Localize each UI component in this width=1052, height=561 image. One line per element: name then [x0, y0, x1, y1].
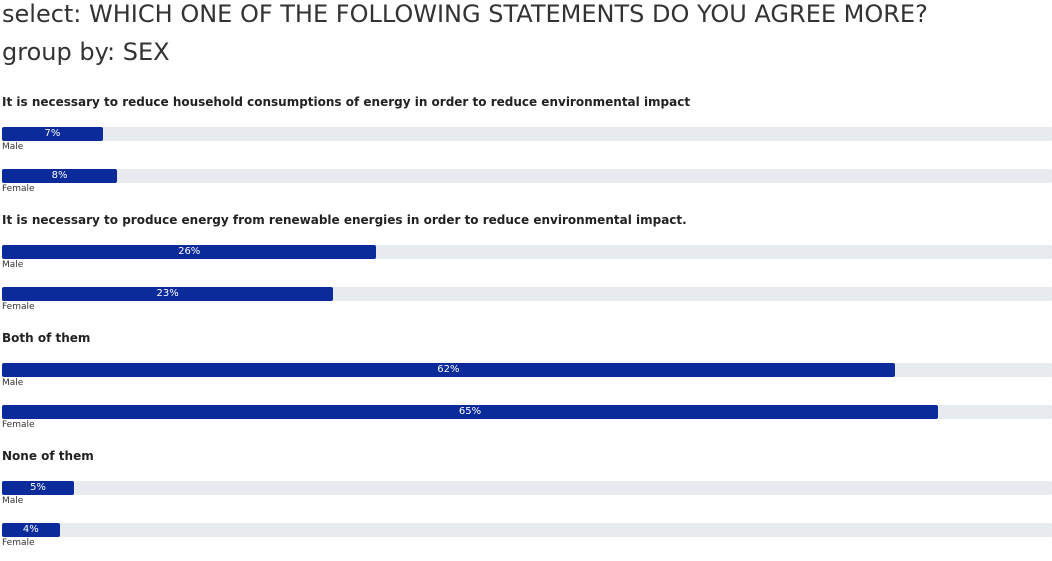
series-label: Male: [2, 142, 24, 152]
bar: [2, 127, 103, 141]
bar: [2, 523, 60, 537]
bar: [2, 287, 334, 301]
bar-row-male: 26% Male: [2, 245, 1052, 273]
bar-value-label: 8%: [51, 170, 68, 181]
bar-row-female: 4% Female: [2, 523, 1052, 551]
bar-value-label: 65%: [458, 406, 482, 417]
answer-label: It is necessary to reduce household cons…: [2, 95, 691, 109]
bar-value-label: 62%: [437, 364, 460, 375]
series-label: Female: [2, 302, 35, 312]
bar-value-label: 26%: [178, 246, 201, 257]
series-label: Male: [2, 378, 24, 388]
answer-label: None of them: [2, 449, 94, 463]
answer-label: It is necessary to produce energy from r…: [2, 213, 687, 227]
answer-label: Both of them: [2, 331, 91, 345]
series-label: Female: [2, 538, 35, 548]
series-label: Female: [2, 420, 35, 430]
bar: [2, 481, 74, 495]
bar: [2, 405, 938, 419]
bar-row-male: 62% Male: [2, 363, 1052, 391]
bar-row-female: 8% Female: [2, 169, 1052, 197]
bar-row-male: 5% Male: [2, 481, 1052, 509]
bar-track: [2, 127, 1052, 141]
bar-track: [2, 481, 1052, 495]
series-label: Male: [2, 496, 24, 506]
bar-value-label: 7%: [44, 128, 61, 139]
bar-track: [2, 523, 1052, 537]
bar-value-label: 23%: [156, 288, 179, 299]
bar: [2, 169, 118, 183]
bar: [2, 363, 895, 377]
bar: [2, 245, 377, 259]
bar-value-label: 5%: [30, 482, 46, 493]
bar-value-label: 4%: [22, 524, 39, 535]
bar-row-female: 23% Female: [2, 287, 1052, 315]
bar-track: [2, 169, 1052, 183]
chart-title: select: WHICH ONE OF THE FOLLOWING STATE…: [2, 0, 928, 28]
chart-subtitle: group by: SEX: [2, 38, 170, 66]
series-label: Male: [2, 260, 24, 270]
bar-row-male: 7% Male: [2, 127, 1052, 155]
series-label: Female: [2, 184, 35, 194]
bar-row-female: 65% Female: [2, 405, 1052, 433]
